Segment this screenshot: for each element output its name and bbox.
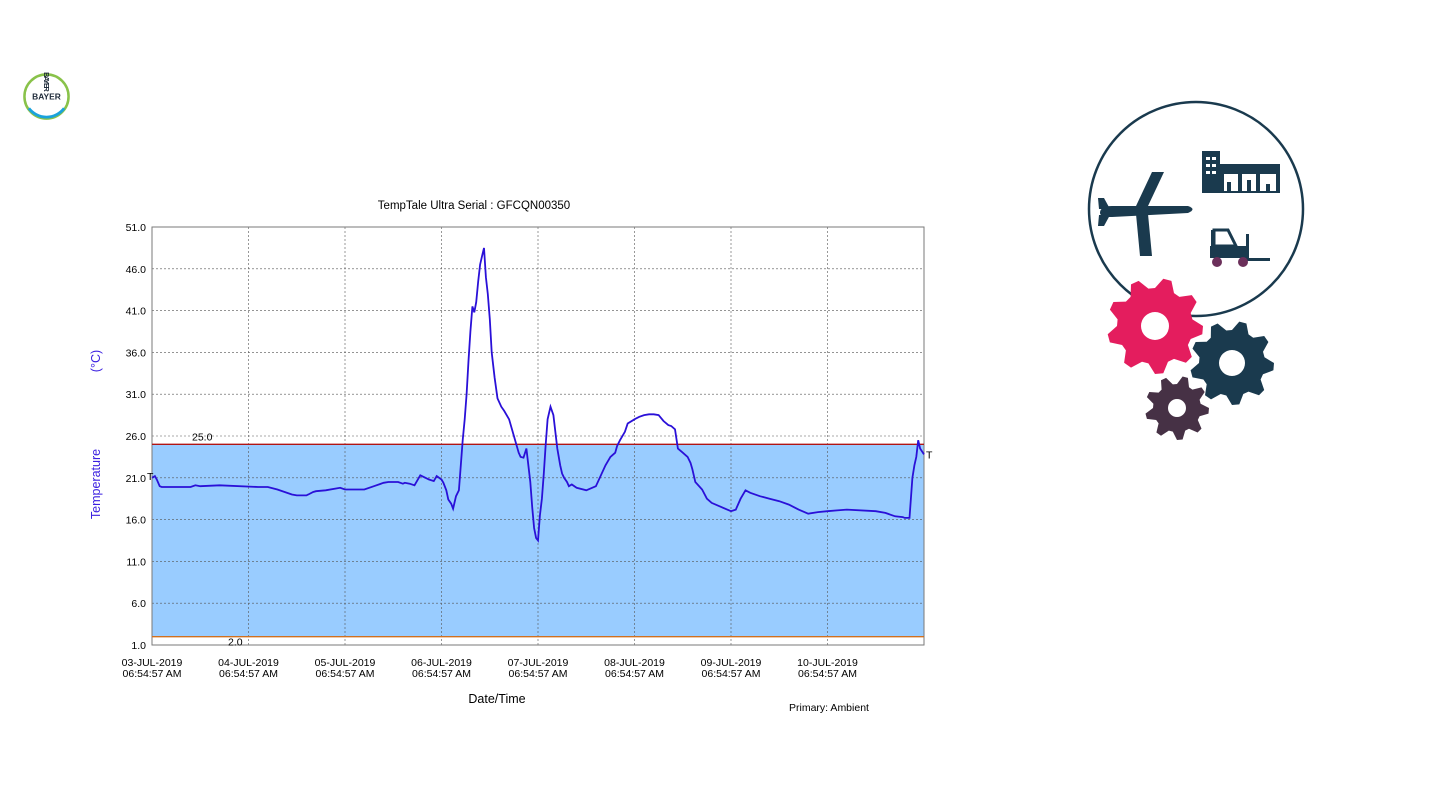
forklift-icon [1210, 228, 1270, 267]
logo-text-vertical: BAYER [42, 72, 51, 92]
logo-ring-blue [27, 107, 66, 119]
x-tick-time: 06:54:57 AM [123, 668, 182, 680]
gear-pink-icon [1107, 278, 1203, 374]
plot-frame [151, 226, 925, 646]
y-tick-label: 41.0 [126, 306, 147, 318]
y-tick-label: 6.0 [131, 598, 146, 610]
warehouse-icon [1202, 151, 1280, 193]
gear-navy-icon [1190, 321, 1274, 405]
chart-title: TempTale Ultra Serial : GFCQN00350 [378, 200, 570, 212]
x-tick-time: 06:54:57 AM [509, 668, 568, 680]
x-tick-date: 09-JUL-2019 [701, 657, 762, 669]
logistics-illustration [1087, 100, 1305, 440]
y-tick-label: 51.0 [126, 222, 147, 234]
y-tick-label: 36.0 [126, 347, 147, 359]
gear-plum-icon [1145, 376, 1209, 440]
series-line-ambient [151, 247, 925, 543]
x-tick-time: 06:54:57 AM [412, 668, 471, 680]
x-tick-time: 06:54:57 AM [316, 668, 375, 680]
end-marker: T [926, 449, 933, 461]
x-tick-time: 06:54:57 AM [798, 668, 857, 680]
airplane-icon [1098, 172, 1193, 256]
x-tick-date: 06-JUL-2019 [411, 657, 472, 669]
x-tick-date: 05-JUL-2019 [315, 657, 376, 669]
y-tick-label: 21.0 [126, 473, 147, 485]
x-tick-date: 03-JUL-2019 [122, 657, 183, 669]
grid [151, 226, 925, 646]
x-tick-time: 06:54:57 AM [219, 668, 278, 680]
y-tick-label: 46.0 [126, 264, 147, 276]
y-tick-label: 16.0 [126, 515, 147, 527]
y-axis-ticks: 1.0 6.0 11.0 16.0 21.0 26.0 31.0 36.0 41.0 46.0 51… [126, 222, 147, 652]
y-tick-label: 26.0 [126, 431, 147, 443]
footnote-primary: Primary: Ambient [789, 702, 869, 714]
logo-ring-green [23, 73, 70, 120]
lower-limit-label: 2.0 [228, 637, 243, 649]
y-tick-label: 31.0 [126, 389, 147, 401]
x-tick-date: 10-JUL-2019 [797, 657, 858, 669]
y-axis-unit: (°C) [89, 350, 103, 372]
bayer-logo: BAYER BAYER [23, 72, 70, 120]
x-tick-time: 06:54:57 AM [605, 668, 664, 680]
y-tick-label: 1.0 [131, 640, 146, 652]
x-tick-date: 07-JUL-2019 [508, 657, 569, 669]
start-marker: T [147, 471, 154, 483]
x-tick-date: 04-JUL-2019 [218, 657, 279, 669]
y-tick-label: 11.0 [126, 556, 146, 568]
x-axis-title: Date/Time [468, 692, 525, 706]
upper-limit-label: 25.0 [192, 431, 213, 443]
x-tick-date: 08-JUL-2019 [604, 657, 665, 669]
y-axis-title: Temperature [89, 449, 103, 519]
x-tick-time: 06:54:57 AM [702, 668, 761, 680]
logo-text-horizontal: BAYER [32, 92, 61, 102]
illustration-circle [1087, 100, 1305, 318]
